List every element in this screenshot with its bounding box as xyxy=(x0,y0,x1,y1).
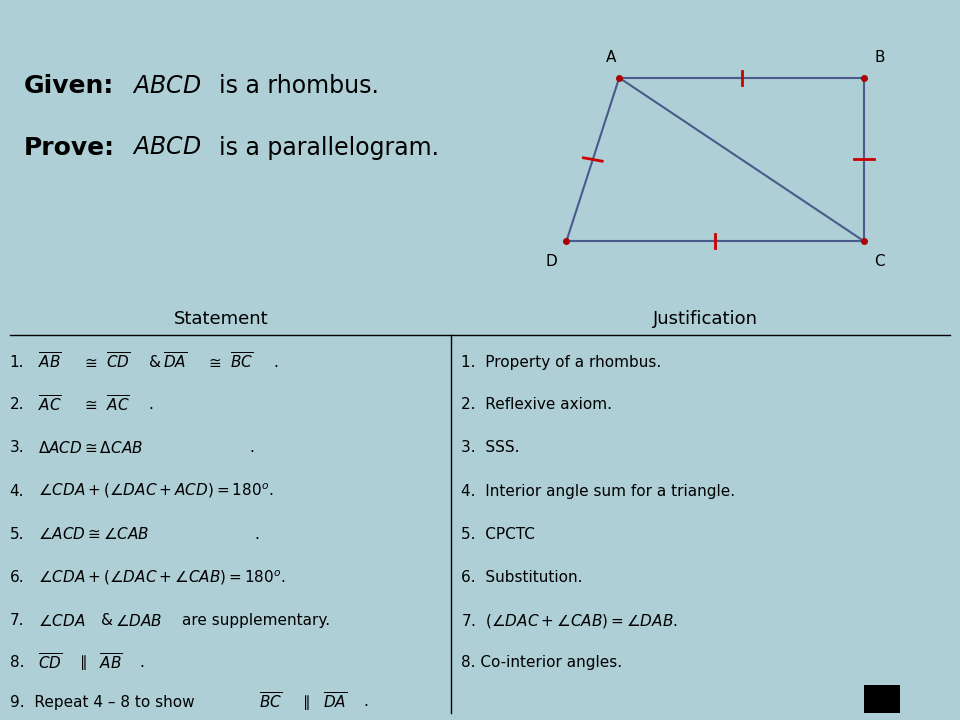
Text: 2.: 2. xyxy=(10,397,24,412)
Text: Statement: Statement xyxy=(174,310,268,328)
Text: .: . xyxy=(250,441,254,455)
Text: $\overline{CD}$: $\overline{CD}$ xyxy=(38,652,62,672)
Text: 6.: 6. xyxy=(10,570,24,585)
Text: 7.: 7. xyxy=(10,613,24,628)
Text: $\it{ABCD}$: $\it{ABCD}$ xyxy=(132,136,202,159)
Text: $\overline{BC}$: $\overline{BC}$ xyxy=(259,692,282,712)
Text: is a rhombus.: is a rhombus. xyxy=(219,74,379,99)
Text: $\overline{AC}$: $\overline{AC}$ xyxy=(106,395,130,415)
Text: 2.  Reflexive axiom.: 2. Reflexive axiom. xyxy=(461,397,612,412)
Text: 4.  Interior angle sum for a triangle.: 4. Interior angle sum for a triangle. xyxy=(461,484,735,498)
Text: $\overline{AB}$: $\overline{AB}$ xyxy=(99,652,123,672)
Text: $\overline{DA}$: $\overline{DA}$ xyxy=(323,692,347,712)
Text: .: . xyxy=(139,655,144,670)
Text: .: . xyxy=(149,397,154,412)
Text: $\cong$: $\cong$ xyxy=(82,397,98,412)
Text: $\Delta ACD \cong \Delta CAB$: $\Delta ACD \cong \Delta CAB$ xyxy=(38,440,143,456)
Text: &: & xyxy=(101,613,113,628)
Text: 1.: 1. xyxy=(10,355,24,369)
Text: $\angle CDA$: $\angle CDA$ xyxy=(38,613,85,629)
Text: $\cong$: $\cong$ xyxy=(82,355,98,369)
Text: $\parallel$: $\parallel$ xyxy=(77,653,87,672)
Text: 4.: 4. xyxy=(10,484,24,498)
Bar xyxy=(864,685,900,713)
Text: A: A xyxy=(607,50,616,65)
Text: 7.  $(\angle DAC+\angle CAB)=\angle DAB.$: 7. $(\angle DAC+\angle CAB)=\angle DAB.$ xyxy=(461,612,678,629)
Text: $\overline{AC}$: $\overline{AC}$ xyxy=(38,395,62,415)
Text: 1.  Property of a rhombus.: 1. Property of a rhombus. xyxy=(461,355,661,369)
Text: &: & xyxy=(149,355,161,369)
Text: is a parallelogram.: is a parallelogram. xyxy=(219,135,439,160)
Text: $\cong$: $\cong$ xyxy=(206,355,223,369)
Text: $\overline{CD}$: $\overline{CD}$ xyxy=(106,352,130,372)
Text: 5.  CPCTC: 5. CPCTC xyxy=(461,527,535,541)
Text: D: D xyxy=(545,254,557,269)
Text: 5.: 5. xyxy=(10,527,24,541)
Text: are supplementary.: are supplementary. xyxy=(182,613,330,628)
Text: $\overline{AB}$: $\overline{AB}$ xyxy=(38,352,62,372)
Text: $\angle CDA+(\angle DAC+ACD)=180^o.$: $\angle CDA+(\angle DAC+ACD)=180^o.$ xyxy=(38,482,274,500)
Text: $\overline{DA}$: $\overline{DA}$ xyxy=(163,352,187,372)
Text: C: C xyxy=(874,254,885,269)
Text: $\angle ACD \cong \angle CAB$: $\angle ACD \cong \angle CAB$ xyxy=(38,526,150,542)
Text: Justification: Justification xyxy=(653,310,758,328)
Text: $\angle CDA+(\angle DAC+\angle CAB)=180^o.$: $\angle CDA+(\angle DAC+\angle CAB)=180^… xyxy=(38,568,286,587)
Text: .: . xyxy=(274,355,278,369)
Text: 8. Co-interior angles.: 8. Co-interior angles. xyxy=(461,655,622,670)
Text: B: B xyxy=(875,50,884,65)
Text: $\angle DAB$: $\angle DAB$ xyxy=(115,613,162,629)
Text: 9.  Repeat 4 – 8 to show: 9. Repeat 4 – 8 to show xyxy=(10,695,194,709)
Text: $\it{ABCD}$: $\it{ABCD}$ xyxy=(132,75,202,98)
Text: 6.  Substitution.: 6. Substitution. xyxy=(461,570,583,585)
Text: 8.: 8. xyxy=(10,655,24,670)
Text: .: . xyxy=(254,527,259,541)
Text: Prove:: Prove: xyxy=(24,135,115,160)
Text: 3.  SSS.: 3. SSS. xyxy=(461,441,519,455)
Text: 3.: 3. xyxy=(10,441,24,455)
Text: Given:: Given: xyxy=(24,74,114,99)
Text: .: . xyxy=(363,695,368,709)
Text: $\overline{BC}$: $\overline{BC}$ xyxy=(230,352,253,372)
Text: $\parallel$: $\parallel$ xyxy=(300,693,311,711)
